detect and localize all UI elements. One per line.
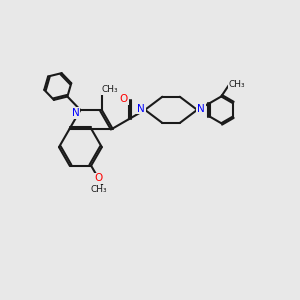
Text: CH₃: CH₃	[101, 85, 118, 94]
Text: O: O	[120, 94, 128, 104]
Text: O: O	[94, 173, 103, 183]
Text: N: N	[197, 103, 205, 113]
Text: CH₃: CH₃	[90, 185, 107, 194]
Text: CH₃: CH₃	[229, 80, 245, 89]
Text: N: N	[137, 103, 145, 113]
Text: N: N	[72, 108, 80, 118]
